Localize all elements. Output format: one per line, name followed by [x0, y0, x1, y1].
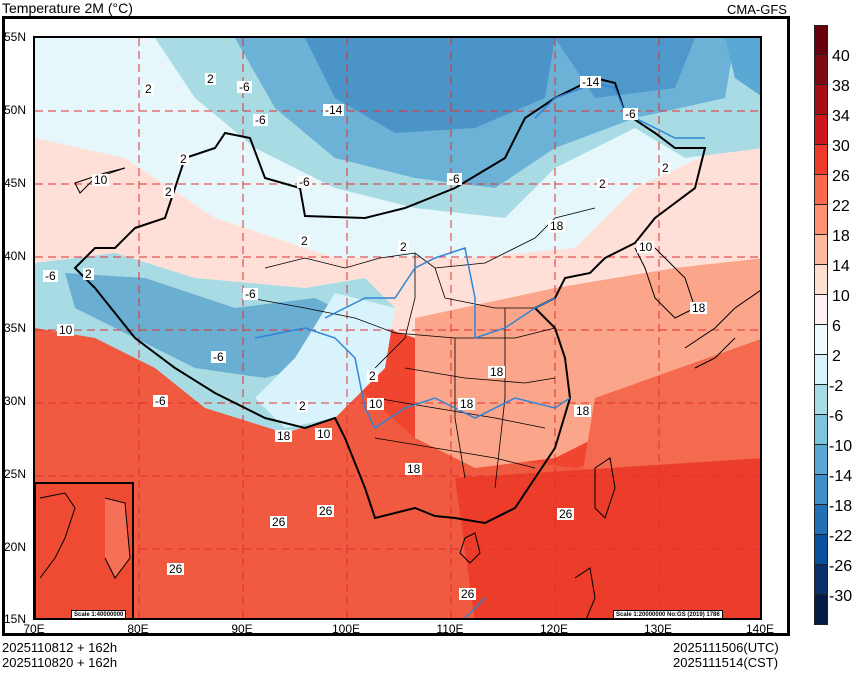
- contour-label: 18: [488, 365, 506, 379]
- contour-label: 2: [178, 152, 189, 166]
- y-tick-label: 55N: [4, 30, 27, 44]
- colorbar-label: -22: [829, 528, 853, 545]
- contour-label: -6: [211, 350, 226, 364]
- contour-label: -6: [447, 172, 462, 186]
- x-tick-label: 120E: [539, 622, 569, 636]
- contour-label: 18: [405, 462, 423, 476]
- contour-label: -6: [237, 80, 252, 94]
- colorbar-label: 14: [832, 258, 850, 275]
- colorbar-label: -10: [829, 438, 853, 455]
- map-area: 2 2 -6 -6 -14 10 2 2 -6 -6 -14 -6 2 2 18…: [33, 36, 762, 620]
- contour-label: 10: [57, 323, 75, 337]
- contour-label: -6: [623, 107, 638, 121]
- inset-scale-label: Scale 1:40000000: [71, 610, 127, 618]
- colorbar-label: -6: [829, 408, 844, 425]
- valid-time-utc: 2025111506(UTC): [673, 640, 779, 655]
- init-time-utc: 2025110812 + 162h: [2, 640, 118, 655]
- colorbar-label: -2: [829, 378, 844, 395]
- contour-label: -14: [323, 103, 345, 117]
- y-tick-label: 25N: [4, 467, 27, 481]
- contour-label: 2: [297, 399, 308, 413]
- contour-label: -6: [43, 269, 58, 283]
- contour-label: 18: [690, 301, 708, 315]
- contour-label: 26: [167, 562, 185, 576]
- contour-label: 18: [458, 397, 476, 411]
- contour-label: 26: [317, 504, 335, 518]
- contour-label: 2: [205, 72, 216, 86]
- contour-label: 2: [398, 240, 409, 254]
- y-tick-label: 20N: [4, 540, 27, 554]
- contour-label: 2: [299, 234, 310, 248]
- y-tick-label: 15N: [4, 612, 27, 626]
- valid-time-cst: 2025111514(CST): [673, 655, 779, 670]
- contour-label: 26: [459, 587, 477, 601]
- contour-label: -6: [243, 287, 258, 301]
- contour-label: -14: [580, 75, 602, 89]
- colorbar-label: 10: [832, 288, 850, 305]
- contour-label: 10: [367, 397, 385, 411]
- contour-label: -6: [153, 394, 168, 408]
- contour-label: 10: [637, 240, 655, 254]
- colorbar-label: -26: [829, 558, 853, 575]
- contour-label: 18: [574, 404, 592, 418]
- colorbar-label: -18: [829, 498, 853, 515]
- contour-label: 2: [163, 185, 174, 199]
- y-tick-label: 40N: [4, 249, 27, 263]
- colorbar: [814, 25, 828, 625]
- contour-label: 2: [367, 369, 378, 383]
- main-scale-label: Scale 1:20000000 No:GS (2019) 1786: [613, 610, 723, 618]
- contour-label: 18: [275, 429, 293, 443]
- colorbar-label: 18: [832, 228, 850, 245]
- colorbar-label: 2: [832, 348, 841, 365]
- colorbar-label: 26: [832, 168, 850, 185]
- x-tick-label: 80E: [127, 622, 149, 636]
- contour-label: 26: [270, 515, 288, 529]
- y-tick-label: 30N: [4, 394, 27, 408]
- contour-label: 2: [597, 177, 608, 191]
- contour-label: 2: [143, 82, 154, 96]
- contour-label: 2: [660, 161, 671, 175]
- x-tick-label: 90E: [231, 622, 253, 636]
- y-tick-label: 45N: [4, 176, 27, 190]
- contour-label: -6: [297, 175, 312, 189]
- colorbar-label: 22: [832, 198, 850, 215]
- x-tick-label: 100E: [331, 622, 361, 636]
- colorbar-label: 40: [832, 48, 850, 65]
- init-time-cst: 2025110820 + 162h: [2, 655, 118, 670]
- contour-label: 18: [548, 219, 566, 233]
- y-tick-label: 35N: [4, 321, 27, 335]
- temperature-field: [35, 38, 760, 618]
- colorbar-label: -14: [829, 468, 853, 485]
- colorbar-label: 38: [832, 78, 850, 95]
- x-tick-label: 130E: [643, 622, 673, 636]
- x-tick-label: 140E: [745, 622, 775, 636]
- plot-frame: [2, 16, 790, 636]
- contour-label: 10: [92, 173, 110, 187]
- model-name: CMA-GFS: [727, 2, 787, 17]
- colorbar-label: 6: [832, 318, 841, 335]
- contour-label: 26: [557, 507, 575, 521]
- colorbar-label: 30: [832, 138, 850, 155]
- x-tick-label: 70E: [23, 622, 45, 636]
- colorbar-label: -30: [829, 588, 853, 605]
- x-tick-label: 110E: [436, 622, 464, 636]
- contour-label: 10: [315, 427, 333, 441]
- y-tick-label: 50N: [4, 103, 27, 117]
- colorbar-label: 34: [832, 108, 850, 125]
- contour-label: -6: [253, 113, 268, 127]
- chart-title: Temperature 2M (°C): [2, 0, 133, 16]
- contour-label: 2: [83, 267, 94, 281]
